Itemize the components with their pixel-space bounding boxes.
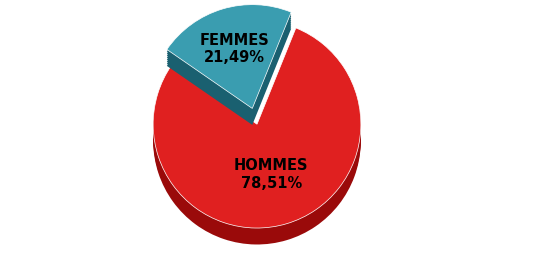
Wedge shape xyxy=(153,32,361,232)
Text: HOMMES
78,51%: HOMMES 78,51% xyxy=(234,158,309,191)
Wedge shape xyxy=(153,44,361,244)
Text: FEMMES
21,49%: FEMMES 21,49% xyxy=(199,32,269,65)
Wedge shape xyxy=(167,19,291,123)
Wedge shape xyxy=(153,42,361,243)
Wedge shape xyxy=(167,21,291,125)
Wedge shape xyxy=(153,38,361,238)
Wedge shape xyxy=(167,13,291,117)
Wedge shape xyxy=(153,28,361,228)
Wedge shape xyxy=(167,5,291,108)
Wedge shape xyxy=(167,11,291,115)
Wedge shape xyxy=(153,40,361,240)
Wedge shape xyxy=(153,34,361,234)
Wedge shape xyxy=(153,30,361,230)
Wedge shape xyxy=(167,9,291,112)
Wedge shape xyxy=(167,15,291,119)
Wedge shape xyxy=(153,36,361,236)
Wedge shape xyxy=(167,17,291,121)
Wedge shape xyxy=(167,7,291,111)
